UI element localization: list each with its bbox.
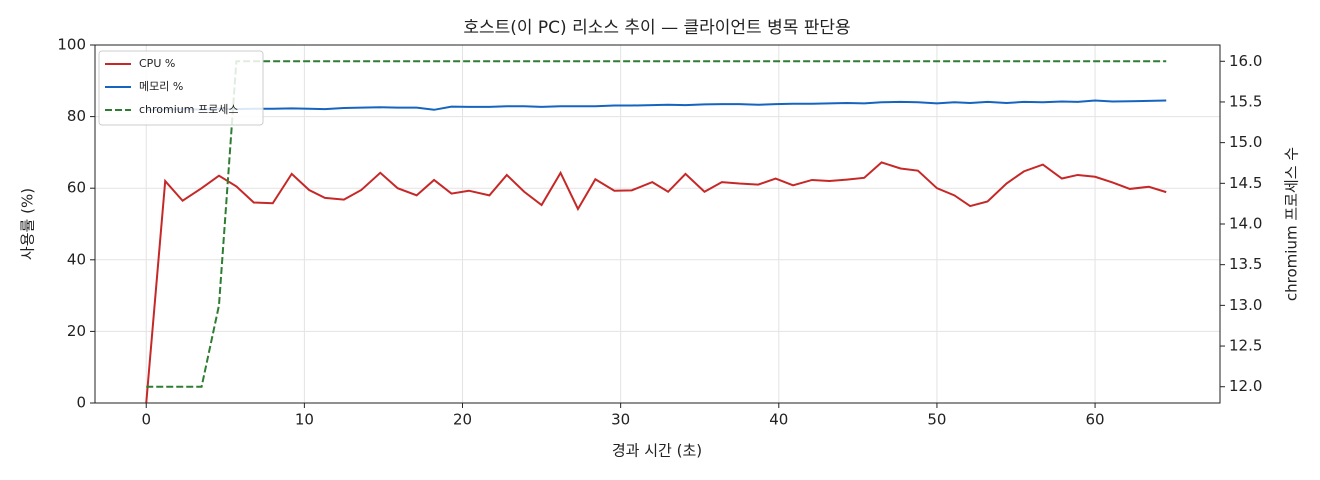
y-tick-label: 80 bbox=[67, 107, 86, 125]
y2-tick-label: 15.0 bbox=[1229, 133, 1262, 151]
x-tick-label: 10 bbox=[295, 411, 314, 429]
y-tick-label: 60 bbox=[67, 179, 86, 197]
x-tick-label: 20 bbox=[453, 411, 472, 429]
x-axis-label: 경과 시간 (초) bbox=[612, 442, 702, 460]
legend: CPU % 메모리 % chromium 프로세스 bbox=[98, 50, 264, 126]
y2-tick-label: 13.5 bbox=[1229, 255, 1262, 273]
y-tick-label: 20 bbox=[67, 322, 86, 340]
y2-tick-label: 12.0 bbox=[1229, 377, 1262, 395]
x-tick-label: 30 bbox=[611, 411, 630, 429]
x-tick-label: 50 bbox=[927, 411, 946, 429]
x-tick-label: 0 bbox=[141, 411, 151, 429]
legend-label: chromium 프로세스 bbox=[139, 103, 238, 116]
y2-tick-label: 12.5 bbox=[1229, 337, 1262, 355]
x-tick-label: 60 bbox=[1086, 411, 1105, 429]
y2-axis-label: chromium 프로세스 수 bbox=[1283, 147, 1301, 301]
y-axis-label: 사용률 (%) bbox=[19, 188, 37, 260]
series-line bbox=[146, 99, 1167, 112]
y2-tick-label: 14.0 bbox=[1229, 215, 1262, 233]
y-tick-label: 100 bbox=[57, 36, 86, 54]
chart-title: 호스트(이 PC) 리소스 추이 — 클라이언트 병목 판단용 bbox=[463, 18, 850, 38]
y2-tick-label: 13.0 bbox=[1229, 296, 1262, 314]
plot-frame bbox=[94, 44, 1221, 404]
legend-frame bbox=[98, 50, 264, 126]
y2-tick-label: 15.5 bbox=[1229, 92, 1262, 110]
y-tick-label: 0 bbox=[76, 394, 86, 412]
y2-tick-label: 16.0 bbox=[1229, 52, 1262, 70]
x-tick-label: 40 bbox=[769, 411, 788, 429]
legend-label: 메모리 % bbox=[139, 80, 183, 93]
legend-label: CPU % bbox=[139, 57, 175, 70]
y-tick-label: 40 bbox=[67, 250, 86, 268]
y2-tick-label: 14.5 bbox=[1229, 174, 1262, 192]
series-line bbox=[146, 60, 1167, 388]
series-line bbox=[145, 161, 1167, 404]
